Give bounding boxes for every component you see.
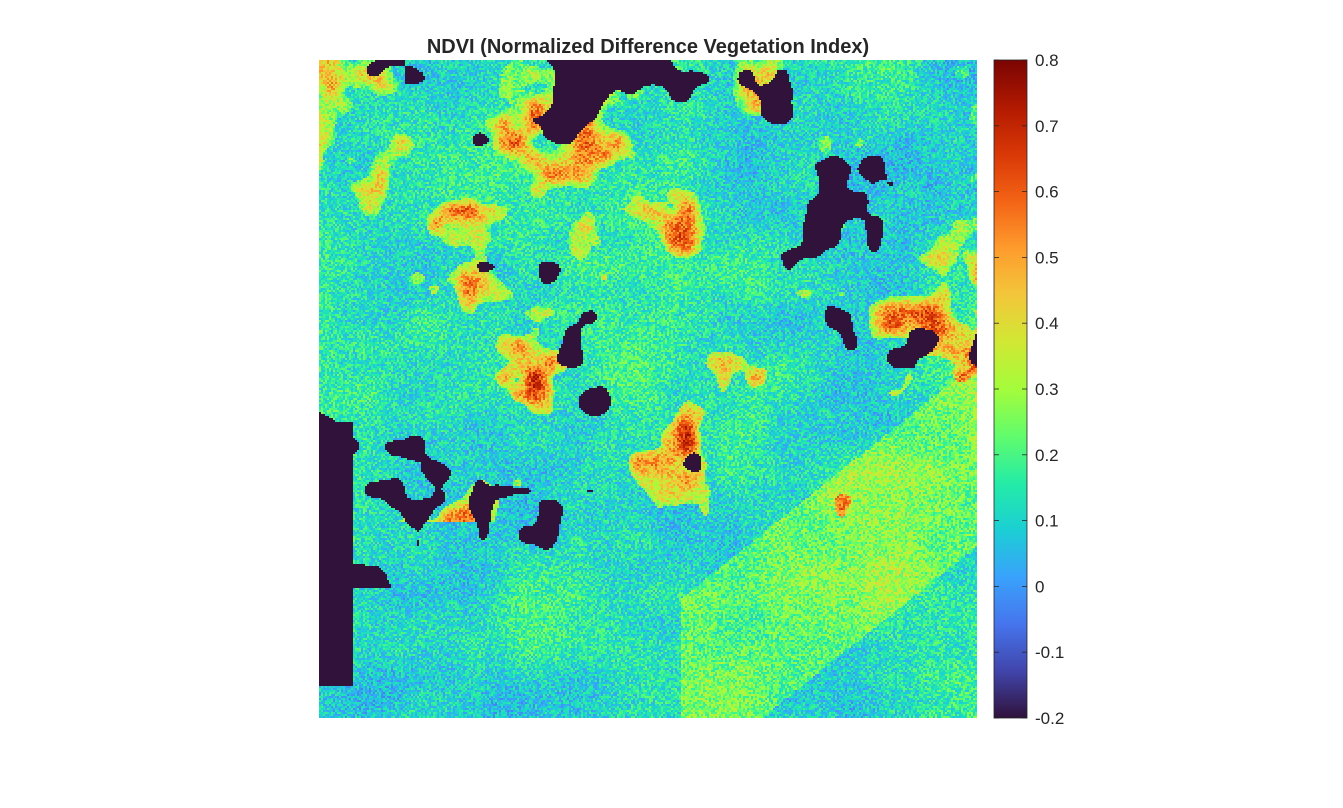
ndvi-raster (319, 60, 977, 718)
colorbar-tick-label: 0.3 (1035, 380, 1059, 399)
colorbar-tick-label: 0.6 (1035, 183, 1059, 202)
colorbar-tick-label: 0.2 (1035, 446, 1059, 465)
colorbar-tick-label: 0.8 (1035, 51, 1059, 70)
colorbar-tick-label: 0.1 (1035, 512, 1059, 531)
colorbar-border (993, 59, 1028, 719)
chart-title: NDVI (Normalized Difference Vegetation I… (427, 36, 869, 58)
colorbar-gradient (994, 60, 1027, 718)
colorbar-tick-label: -0.2 (1035, 709, 1064, 728)
colorbar-tick-label: 0.7 (1035, 117, 1059, 136)
ndvi-image (319, 60, 977, 718)
colorbar-tick-label: 0 (1035, 577, 1044, 596)
colorbar: 0.8 0.7 0.6 0.5 0.4 0.3 0.2 0.1 0 -0.1 -0.2 (993, 51, 1064, 728)
colorbar-tick-label: 0.4 (1035, 314, 1059, 333)
colorbar-tick-label: -0.1 (1035, 643, 1064, 662)
colorbar-tick-label: 0.5 (1035, 248, 1059, 267)
colorbar-ticks: 0.8 0.7 0.6 0.5 0.4 0.3 0.2 0.1 0 -0.1 -0.2 (994, 51, 1064, 728)
